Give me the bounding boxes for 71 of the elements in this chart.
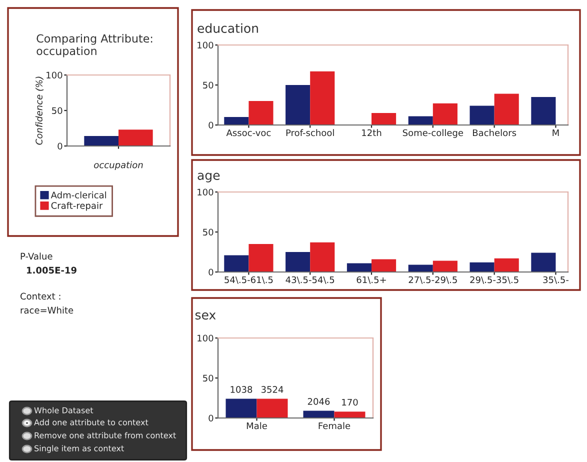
bar xyxy=(531,97,556,125)
bar xyxy=(248,101,274,125)
chart-title: Comparing Attribute: occupation xyxy=(36,34,152,58)
bar xyxy=(494,94,519,125)
bar xyxy=(372,113,396,125)
y-tick-label: 50 xyxy=(203,228,214,236)
x-tick-label: Female xyxy=(318,422,350,430)
y-tick-label: 0 xyxy=(208,122,214,129)
y-tick-label: 50 xyxy=(52,107,62,114)
x-axis-title: occupation xyxy=(94,161,143,170)
bar xyxy=(303,410,334,418)
x-tick-label: Male xyxy=(246,422,267,430)
y-tick-label: 100 xyxy=(198,334,214,342)
bar xyxy=(346,263,372,272)
text: Add one attribute to context xyxy=(34,419,148,426)
y-tick-label: 0 xyxy=(58,142,62,150)
bar xyxy=(432,260,458,272)
x-tick-label: 29\.5-35\.5 xyxy=(470,276,518,284)
text: Whole Dataset xyxy=(34,407,94,414)
bar xyxy=(224,255,249,272)
x-tick-label: 54\.5-61\.5 xyxy=(224,276,273,284)
bar xyxy=(224,117,249,125)
legend-label: Craft-repair xyxy=(51,202,103,211)
y-tick-label: 100 xyxy=(198,42,214,49)
chart-title: education xyxy=(198,23,258,33)
bar xyxy=(256,398,288,418)
text: 1.005E-19 xyxy=(27,266,76,274)
x-tick-label: 35\.5- xyxy=(543,276,568,284)
x-tick-label: Prof-school xyxy=(286,129,334,136)
bar xyxy=(310,71,335,125)
x-tick-label: Some-college xyxy=(402,129,464,138)
text: Context : xyxy=(20,292,60,300)
chart-title: age xyxy=(198,172,220,182)
x-tick-label: 61\.5+ xyxy=(356,276,386,284)
bar xyxy=(310,242,335,272)
x-tick-label: 27\.5-29\.5 xyxy=(408,276,457,284)
bar xyxy=(286,85,310,125)
x-tick-label: 43\.5-54\.5 xyxy=(286,276,334,284)
annotation: 3524 xyxy=(261,386,284,393)
y-tick-label: 50 xyxy=(203,374,214,382)
bar xyxy=(334,412,366,418)
bar xyxy=(286,252,310,272)
bar xyxy=(408,264,433,272)
text: Single item as context xyxy=(34,445,124,453)
x-tick-label: Bachelors xyxy=(472,129,516,136)
bar xyxy=(470,106,494,125)
annotation: 1038 xyxy=(230,386,252,393)
bar xyxy=(531,252,556,272)
y-tick-label: 100 xyxy=(46,72,62,79)
x-tick-label: Assoc-voc xyxy=(226,129,271,136)
legend-label: Adm-clerical xyxy=(50,191,106,198)
annotation: 170 xyxy=(342,398,358,406)
text: Remove one attribute from context xyxy=(34,432,176,438)
y-tick-label: 50 xyxy=(203,82,214,89)
bar xyxy=(432,103,458,125)
bar xyxy=(494,258,519,272)
annotation: 2046 xyxy=(308,398,330,405)
y-tick-label: 0 xyxy=(208,268,214,276)
bar xyxy=(470,262,494,272)
text: P-Value xyxy=(20,252,52,260)
bar xyxy=(408,116,433,125)
y-tick-label: 100 xyxy=(198,188,214,196)
bar xyxy=(248,244,274,272)
bar xyxy=(226,398,257,418)
x-tick-label: 12th xyxy=(362,129,382,136)
y-tick-label: 0 xyxy=(208,414,214,422)
y-axis-title: Confidence (%) xyxy=(35,76,44,145)
x-tick-label: M xyxy=(552,129,559,136)
text: race=White xyxy=(20,306,74,314)
chart-title: sex xyxy=(195,312,216,320)
bar xyxy=(372,259,396,272)
